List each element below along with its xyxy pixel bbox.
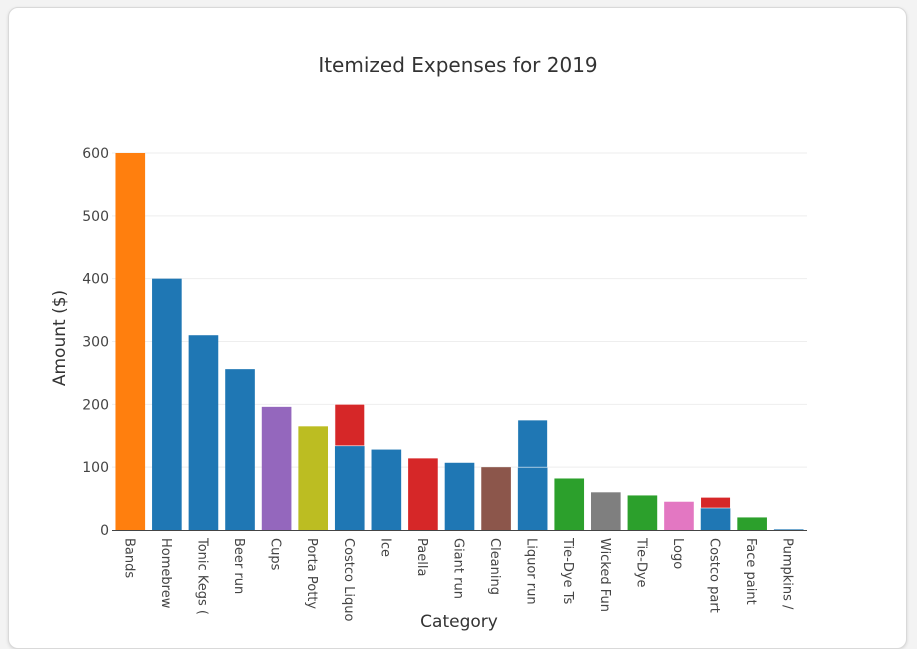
x-tick-label: Beer run xyxy=(231,538,246,594)
y-tick-label: 0 xyxy=(100,523,109,539)
y-tick-label: 200 xyxy=(82,397,109,413)
bar-segment xyxy=(517,467,548,530)
bar-chart: Itemized Expenses for 2019 0 100 200 300 400… xyxy=(50,53,807,632)
bar-segment xyxy=(773,529,804,530)
bar-segment xyxy=(371,449,402,530)
x-tick-label: Bands xyxy=(121,538,136,578)
x-tick-label: Face paint xyxy=(743,538,758,605)
bar-segment xyxy=(334,445,365,530)
x-axis-title: Category xyxy=(420,612,498,632)
y-tick-label: 400 xyxy=(82,272,109,288)
x-tick-label: Logo xyxy=(670,538,685,569)
bar-segment xyxy=(115,153,146,530)
bar-segment xyxy=(554,478,585,530)
y-axis-title: Amount ($) xyxy=(50,290,70,386)
bar-segment xyxy=(225,369,255,530)
x-tick-label: Ice xyxy=(377,538,392,557)
x-tick-label: Cups xyxy=(268,538,283,571)
x-tick-label: Cleaning xyxy=(487,538,502,595)
bar-segment xyxy=(188,335,219,530)
x-tick-label: Pumpkins / xyxy=(780,538,795,610)
x-tick-label: Costco part xyxy=(707,538,722,613)
bar-segment xyxy=(700,508,731,530)
y-tick-label: 100 xyxy=(82,460,109,476)
x-tick-label: Tie-Dye Ts xyxy=(560,537,575,604)
y-tick-label: 300 xyxy=(82,335,109,351)
bar-segment xyxy=(627,495,658,530)
x-tick-label: Wicked Fun xyxy=(597,538,612,612)
x-tick-label: Porta Potty xyxy=(304,538,319,609)
x-tick-label: Giant run xyxy=(451,538,466,599)
x-tick-label: Homebrew xyxy=(158,538,173,609)
bar-segment xyxy=(261,406,292,530)
x-tick-label: Liquor run xyxy=(524,538,539,605)
x-tick-label: Costco Liquo xyxy=(341,538,356,621)
bar-segment xyxy=(444,462,475,530)
y-axis-ticks: 0 100 200 300 400 500 600 xyxy=(82,146,109,539)
bar-segment xyxy=(152,278,182,530)
bar-segment xyxy=(298,426,328,530)
bar-segment xyxy=(334,404,365,447)
y-tick-label: 500 xyxy=(82,209,109,225)
bar-segment xyxy=(700,497,731,509)
bar-segment xyxy=(408,458,438,530)
x-tick-label: Tonic Kegs ( xyxy=(194,537,209,615)
x-tick-label: Tie-Dye xyxy=(633,537,648,588)
chart-title: Itemized Expenses for 2019 xyxy=(318,53,597,77)
bar-segment xyxy=(664,501,694,530)
x-tick-label: Paella xyxy=(414,538,429,576)
y-tick-label: 600 xyxy=(82,146,109,162)
bars xyxy=(115,153,804,530)
chart-card: Itemized Expenses for 2019 0 100 200 300 400… xyxy=(8,7,907,649)
x-axis-ticks: Bands Homebrew Tonic Kegs ( Beer run Cups Por… xyxy=(121,537,794,621)
bar-segment xyxy=(481,467,511,530)
bar-segment xyxy=(737,517,767,530)
bar-segment xyxy=(517,419,548,468)
bar-segment xyxy=(591,492,621,530)
